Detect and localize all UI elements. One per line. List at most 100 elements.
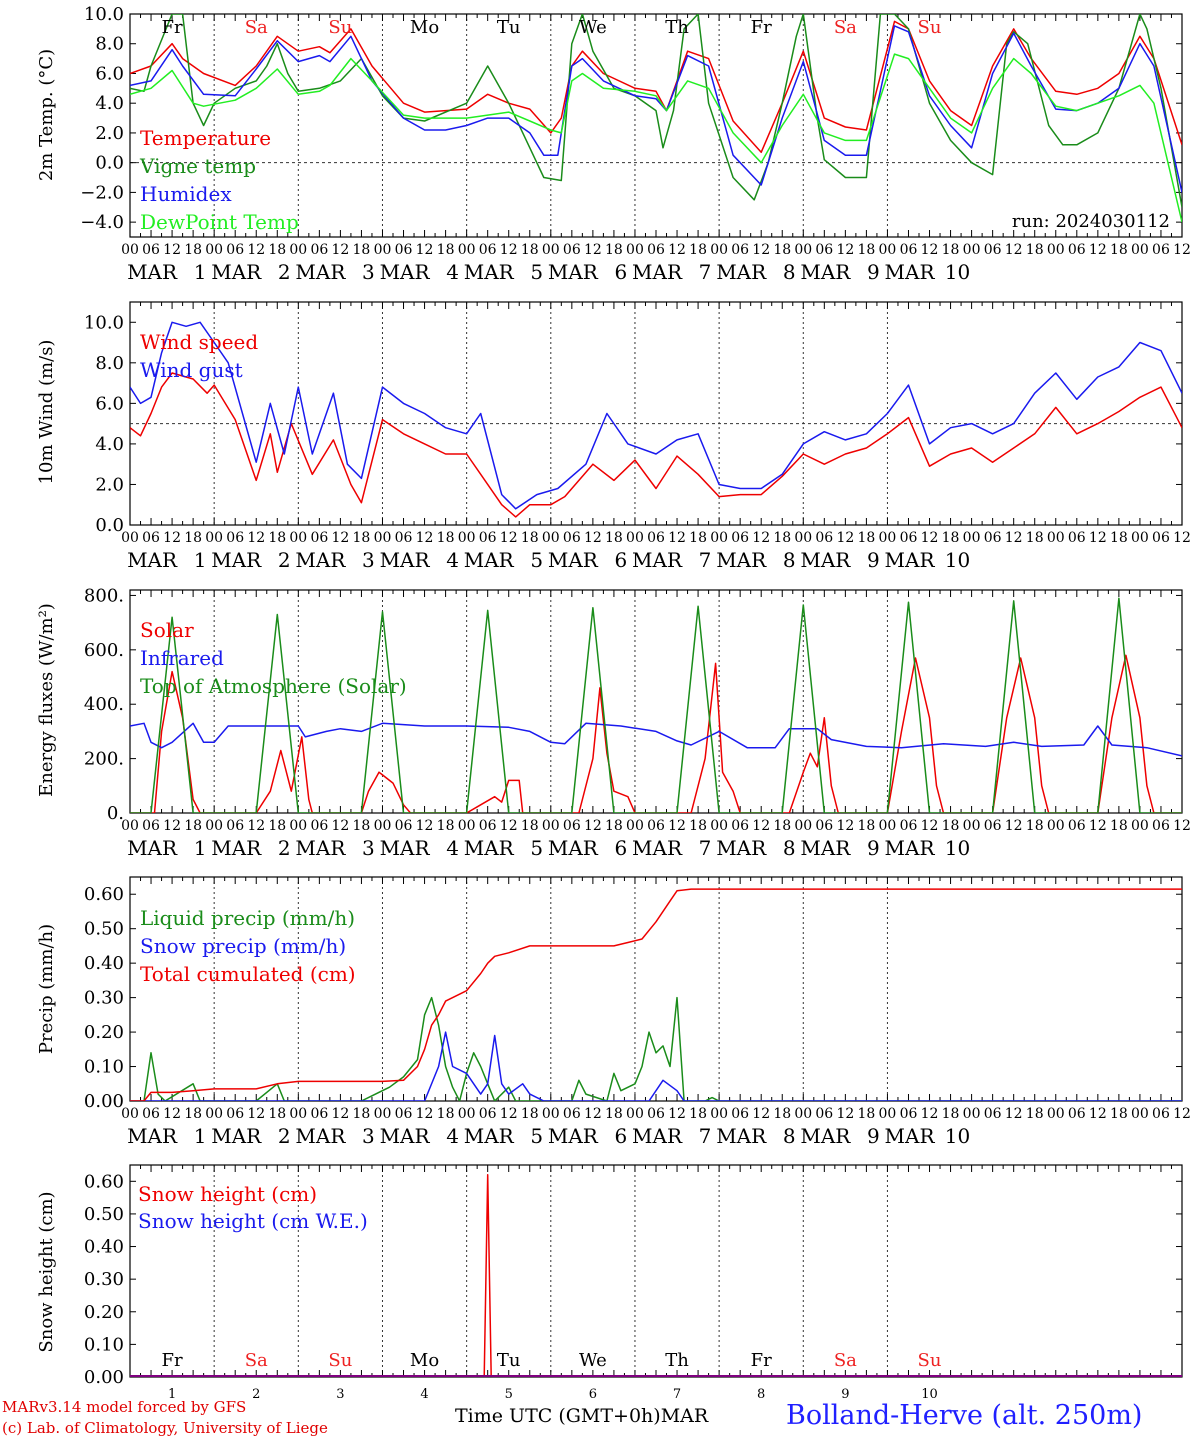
x-hour-label: 12 <box>752 530 770 546</box>
x-hour-label: 00 <box>710 1106 728 1122</box>
legend-entry: DewPoint Temp <box>140 210 299 234</box>
x-hour-label: 06 <box>1152 1106 1170 1122</box>
weekday-label: Sa <box>834 17 857 38</box>
x-hour-label: 12 <box>163 242 181 258</box>
x-hour-label: 18 <box>184 818 202 834</box>
x-hour-label: 00 <box>1131 818 1149 834</box>
y-tick-label: 0.60 <box>84 1171 124 1192</box>
x-hour-label: 06 <box>226 242 244 258</box>
x-hour-label: 18 <box>353 1106 371 1122</box>
x-day-number: 6 <box>615 260 628 284</box>
y-tick-label: 2.0 <box>95 474 124 495</box>
x-day-number: 3 <box>362 836 375 860</box>
x-hour-label: 00 <box>794 242 812 258</box>
x-hour-label: 18 <box>353 818 371 834</box>
x-hour-label: 06 <box>731 1106 749 1122</box>
panel-1: 10.0 8.0 6.0 4.0 2.0 0.0 −2.0 −4.0 2m Temp. (°C)… <box>36 4 1191 284</box>
x-hour-label: 18 <box>1026 242 1044 258</box>
x-hour-label: 00 <box>289 1106 307 1122</box>
x-day-number: 8 <box>783 260 796 284</box>
panel-4: 0.60 0.50 0.40 0.30 0.20 0.10 0.00 Precip (mm/h… <box>36 876 1191 1148</box>
x-hour-label: 12 <box>1005 818 1023 834</box>
x-hour-label: 06 <box>984 818 1002 834</box>
day-number-label: 1 <box>168 1387 176 1402</box>
y-tick-label: 2.0 <box>95 123 124 144</box>
weekday-label: Su <box>918 17 942 38</box>
x-day-number: 9 <box>867 548 880 572</box>
x-hour-label: 00 <box>458 818 476 834</box>
x-hour-label: 18 <box>942 242 960 258</box>
x-hour-label: 00 <box>963 242 981 258</box>
x-hour-label: 18 <box>1110 530 1128 546</box>
x-hour-label: 06 <box>226 818 244 834</box>
x-month-label: MAR <box>380 260 431 284</box>
x-hour-label: 12 <box>584 242 602 258</box>
day-number-label: 10 <box>921 1387 938 1402</box>
x-hour-label: 00 <box>626 1106 644 1122</box>
x-month-label: MAR <box>211 548 262 572</box>
x-day-number: 1 <box>194 548 207 572</box>
x-month-label: MAR <box>716 260 767 284</box>
x-hour-label: 06 <box>731 818 749 834</box>
x-hour-label: 00 <box>374 818 392 834</box>
x-hour-label: 18 <box>689 242 707 258</box>
x-day-number: 2 <box>278 548 291 572</box>
x-hour-label: 12 <box>1005 1106 1023 1122</box>
series-line-liquid-precip-mm-h- <box>130 996 1182 1101</box>
x-hour-label: 06 <box>815 242 833 258</box>
y-tick-label: 10.0 <box>84 312 124 333</box>
y-axis-label: 10m Wind (m/s) <box>36 340 57 485</box>
x-hour-label: 12 <box>416 1106 434 1122</box>
x-month-label: MAR <box>211 260 262 284</box>
x-hour-label: 12 <box>163 530 181 546</box>
y-axis-label: Snow height (cm) <box>36 1191 57 1352</box>
day-number-label: 7 <box>673 1387 681 1402</box>
x-hour-label: 06 <box>395 530 413 546</box>
panel-frame <box>129 301 1183 526</box>
y-tick-label: −4.0 <box>80 212 124 233</box>
x-month-label: MAR <box>380 836 431 860</box>
x-hour-label: 12 <box>247 530 265 546</box>
y-axis-label: Energy fluxes (W/m²) <box>36 603 57 797</box>
x-month-label: MAR <box>548 836 599 860</box>
x-hour-label: 12 <box>584 1106 602 1122</box>
x-hour-label: 00 <box>794 530 812 546</box>
x-month-label: MAR <box>127 836 178 860</box>
weekday-label: Fr <box>162 1350 183 1371</box>
x-hour-label: 06 <box>142 1106 160 1122</box>
x-hour-label: 06 <box>984 530 1002 546</box>
x-month-label: MAR <box>632 260 683 284</box>
y-tick-label: 0.40 <box>84 953 124 974</box>
x-hour-label: 00 <box>542 242 560 258</box>
x-day-number: 2 <box>278 1124 291 1148</box>
x-hour-label: 06 <box>731 530 749 546</box>
x-hour-label: 00 <box>879 242 897 258</box>
legend-entry: Wind gust <box>140 358 243 382</box>
x-month-label: MAR <box>464 836 515 860</box>
lab-credit: (c) Lab. of Climatology, University of L… <box>2 1419 328 1437</box>
x-hour-label: 18 <box>1026 530 1044 546</box>
x-hour-label: 00 <box>121 818 139 834</box>
x-hour-label: 06 <box>142 818 160 834</box>
x-month-label: MAR <box>800 836 851 860</box>
legend-entry: Wind speed <box>140 330 258 354</box>
x-hour-label: 00 <box>374 242 392 258</box>
x-hour-label: 12 <box>752 242 770 258</box>
x-day-number: 9 <box>867 836 880 860</box>
x-hour-label: 06 <box>1068 818 1086 834</box>
panel-5: 0.60 0.50 0.40 0.30 0.20 0.10 0.00 Snow height … <box>36 1164 1183 1402</box>
x-hour-label: 00 <box>879 1106 897 1122</box>
x-hour-label: 00 <box>1131 1106 1149 1122</box>
x-hour-label: 06 <box>815 818 833 834</box>
x-hour-label: 18 <box>605 818 623 834</box>
x-hour-label: 00 <box>458 242 476 258</box>
x-hour-label: 18 <box>773 242 791 258</box>
x-hour-label: 18 <box>857 242 875 258</box>
y-tick-label: 0.50 <box>84 919 124 940</box>
x-hour-label: 18 <box>268 242 286 258</box>
x-month-label: MAR <box>211 1124 262 1148</box>
x-day-number: 2 <box>278 260 291 284</box>
x-hour-label: 12 <box>921 530 939 546</box>
x-month-label: MAR <box>885 548 936 572</box>
x-hour-label: 00 <box>289 530 307 546</box>
